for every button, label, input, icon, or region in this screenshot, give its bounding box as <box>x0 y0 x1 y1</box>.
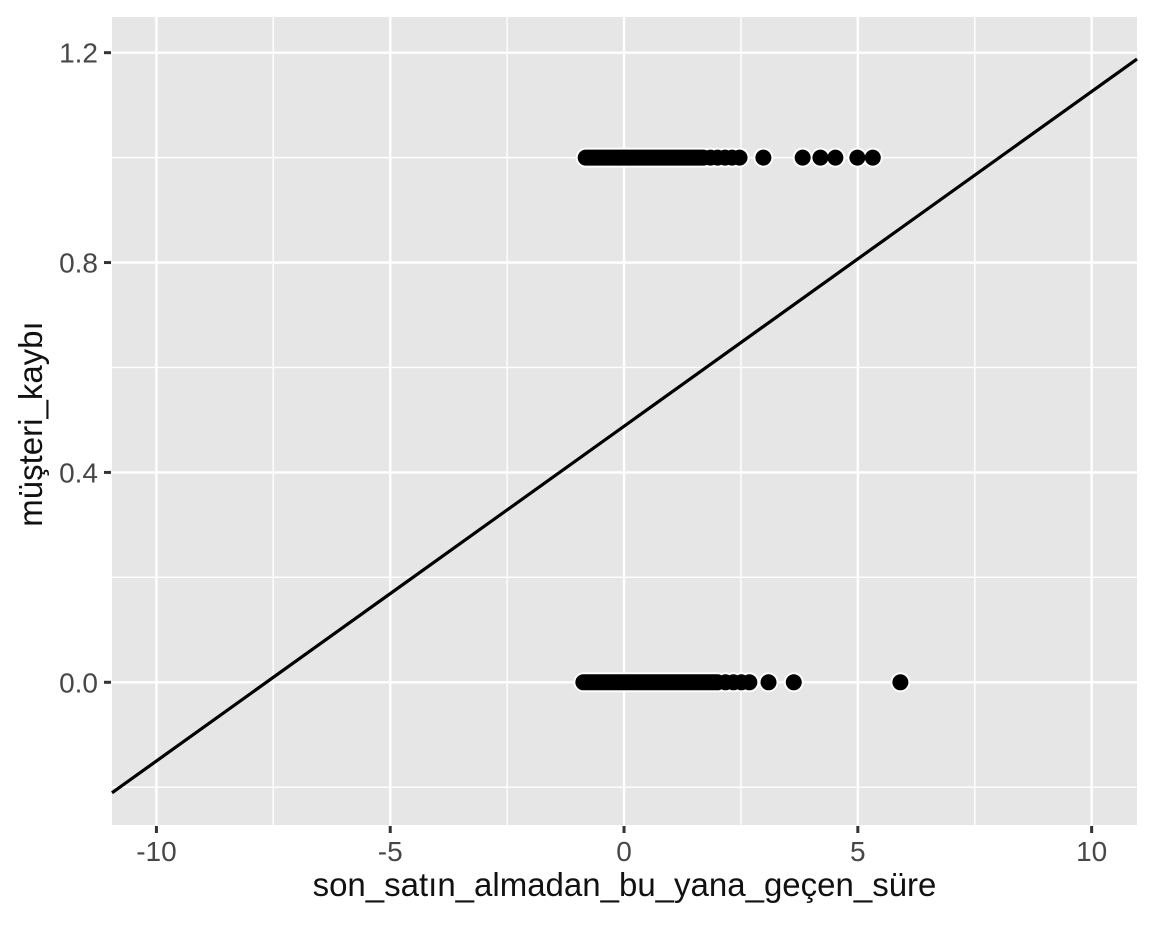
data-point <box>864 149 881 166</box>
y-tick-label: 1.2 <box>59 38 98 69</box>
data-point <box>731 149 748 166</box>
data-point <box>849 149 866 166</box>
x-tick-label: -5 <box>378 836 403 867</box>
x-tick-label: 5 <box>850 836 866 867</box>
regression-line <box>111 57 1138 795</box>
data-point <box>812 149 829 166</box>
y-tick-label: 0.0 <box>59 667 98 698</box>
y-tick-label: 0.4 <box>59 457 98 488</box>
data-point <box>794 149 811 166</box>
x-axis-title: son_satın_almadan_bu_yana_geçen_süre <box>312 866 937 903</box>
y-tick-label: 0.8 <box>59 248 98 279</box>
x-tick-label: -10 <box>136 836 176 867</box>
data-point <box>785 674 802 691</box>
data-point <box>755 149 772 166</box>
y-axis-title: müşteri_kaybı <box>12 321 49 527</box>
data-point <box>892 674 909 691</box>
data-point <box>741 674 758 691</box>
data-point <box>827 149 844 166</box>
data-point <box>760 674 777 691</box>
x-tick-label: 10 <box>1076 836 1107 867</box>
x-tick-label: 0 <box>616 836 632 867</box>
